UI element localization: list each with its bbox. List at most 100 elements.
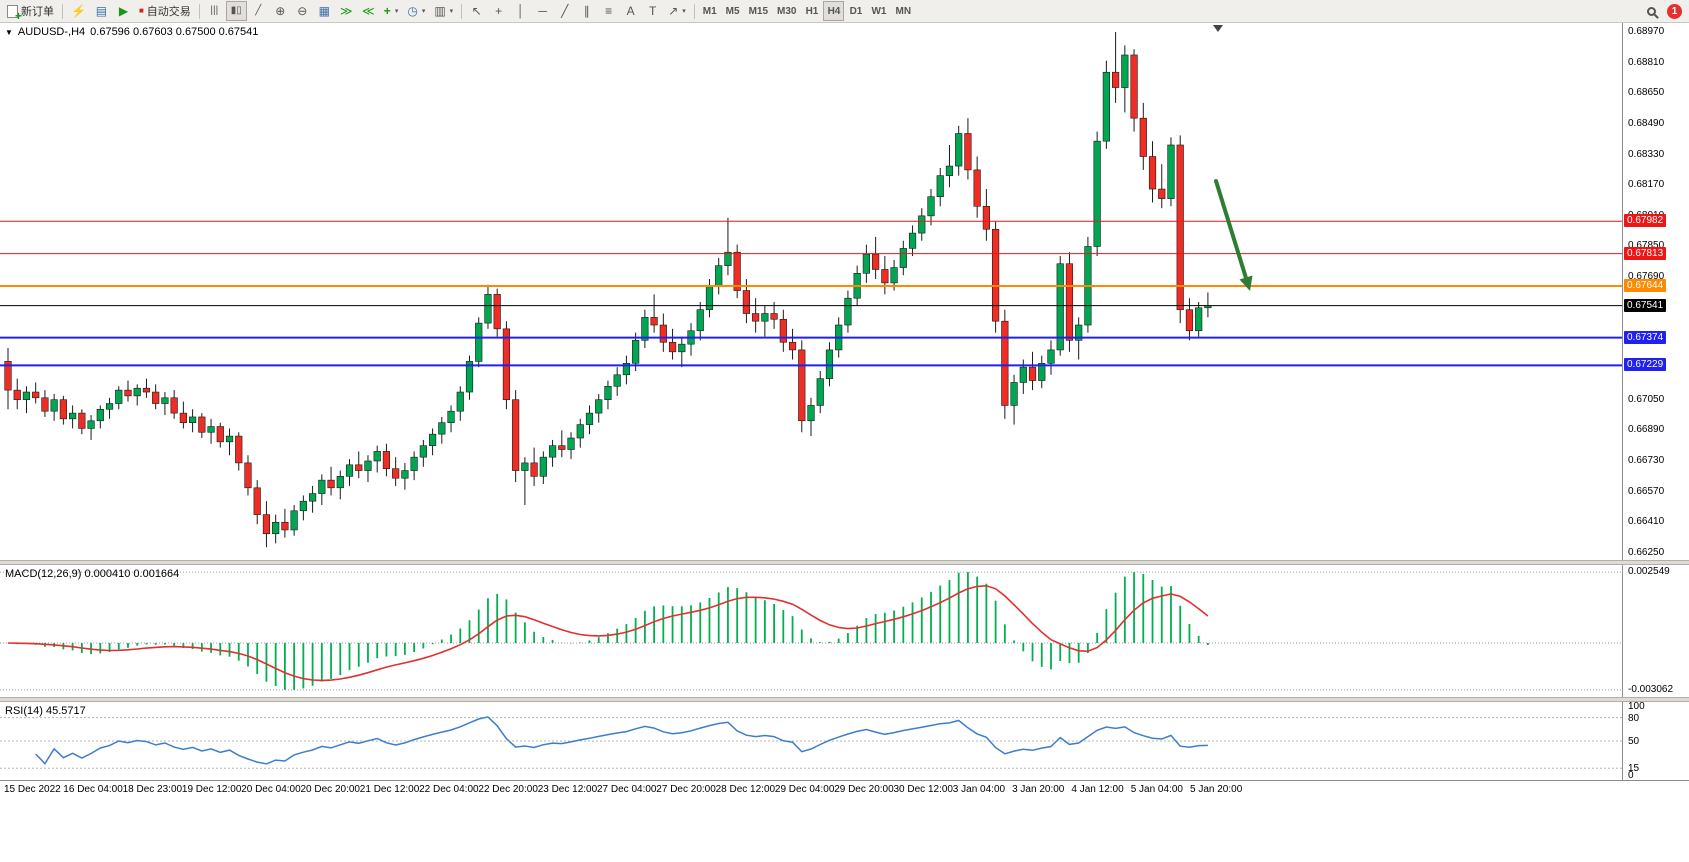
timeframe-m30-button[interactable]: M30 — [773, 1, 800, 21]
zoom-out-button[interactable]: ⊖ — [292, 1, 313, 21]
channel-icon: ∥ — [583, 4, 590, 18]
quote-ohlc-values: 0.67596 0.67603 0.67500 0.67541 — [90, 26, 259, 38]
cursor-icon: ↖ — [471, 4, 482, 18]
text-tool-button[interactable]: A — [620, 1, 641, 21]
vertical-line-tool-button[interactable]: │ — [510, 1, 531, 21]
symbol-info: ▼ AUDUSD-,H4 0.67596 0.67603 0.67500 0.6… — [5, 26, 258, 38]
timeframe-d1-button[interactable]: D1 — [845, 1, 866, 21]
new-order-icon — [7, 4, 22, 23]
time-label: 29 Dec 04:00 — [774, 784, 835, 795]
rsi-line — [35, 716, 1208, 765]
add-indicator-icon: + — [383, 4, 391, 18]
charts-window-button[interactable]: ▤ — [91, 1, 112, 21]
time-label: 5 Jan 04:00 — [1130, 784, 1183, 795]
macd-plot[interactable] — [0, 565, 1622, 697]
arrows-tool-icon: ↗ — [668, 4, 679, 18]
rsi-axis[interactable]: 100 80 50 15 0 — [1622, 701, 1689, 781]
chevron-down-icon: ▾ — [449, 8, 454, 15]
price-badge: 0.67813 — [1624, 246, 1667, 260]
annotation-arrow[interactable] — [1214, 179, 1253, 291]
search-button[interactable] — [1641, 1, 1662, 21]
autotrading-label: 自动交易 — [146, 6, 191, 18]
time-label: 27 Dec 20:00 — [656, 784, 716, 795]
clock-icon: ◷ — [407, 4, 418, 18]
autoscroll-button[interactable]: ≫ — [336, 1, 357, 21]
time-axis[interactable]: 15 Dec 2022 16 Dec 04:00 18 Dec 23:00 19 De… — [0, 780, 1689, 799]
timeframe-h4-button[interactable]: H4 — [823, 1, 845, 21]
time-label: 20 Dec 04:00 — [241, 784, 301, 795]
templates-button[interactable]: ▥ ▾ — [430, 1, 457, 21]
panel-splitter[interactable] — [0, 697, 1689, 702]
rsi-axis-label: 100 — [1628, 701, 1645, 712]
time-label: 23 Dec 12:00 — [537, 784, 598, 795]
template-icon: ▥ — [434, 4, 446, 18]
macd-axis[interactable]: 0.002549 -0.003062 — [1622, 565, 1689, 697]
timeframe-h1-button[interactable]: H1 — [801, 1, 822, 21]
rsi-label: RSI(14) 45.5717 — [5, 705, 86, 717]
search-icon — [1647, 6, 1656, 16]
chart-shift-marker[interactable] — [1213, 25, 1223, 32]
periods-button[interactable]: ◷ ▾ — [403, 1, 429, 21]
time-label: 3 Jan 20:00 — [1012, 784, 1065, 795]
strategy-tester-icon: ▶ — [118, 4, 129, 18]
timeframe-m1-button[interactable]: M1 — [699, 1, 721, 21]
rsi-axis-label: 15 — [1628, 763, 1640, 775]
notification-badge[interactable]: 1 — [1667, 3, 1682, 19]
price-tick-label: 0.66570 — [1628, 485, 1665, 497]
crosshair-icon: + — [495, 4, 503, 18]
symbol-dropdown-icon[interactable]: ▼ — [5, 27, 13, 37]
timeframe-m5-button[interactable]: M5 — [722, 1, 744, 21]
timeframe-m15-button[interactable]: M15 — [745, 1, 772, 21]
text-label-tool-button[interactable]: T — [642, 1, 663, 21]
autotrading-icon: ■ — [138, 6, 144, 15]
indicators-button[interactable]: + ▾ — [380, 1, 403, 21]
main-chart-plot[interactable] — [0, 23, 1622, 560]
chart-candles-button[interactable]: ▮▯ — [225, 1, 247, 21]
arrows-tool-button[interactable]: ↗ ▾ — [664, 1, 690, 21]
chart-line-button[interactable]: ╱ — [248, 1, 269, 21]
fibonacci-tool-button[interactable]: ≡ — [598, 1, 619, 21]
autotrading-button[interactable]: ■ 自动交易 — [135, 1, 195, 21]
chart-bars-button[interactable]: ||| — [204, 1, 225, 21]
rsi-plot[interactable] — [0, 702, 1622, 780]
price-tick-label: 0.66890 — [1628, 424, 1665, 436]
time-label: 16 Dec 04:00 — [63, 784, 123, 795]
time-label: 18 Dec 23:00 — [122, 784, 183, 795]
tile-windows-icon: ▦ — [318, 4, 330, 18]
chart-shift-icon: ≪ — [362, 4, 375, 18]
chart-shift-button[interactable]: ≪ — [358, 1, 379, 21]
horizontal-line-tool-button[interactable]: ─ — [532, 1, 553, 21]
candles-group — [4, 32, 1212, 548]
strategy-tester-button[interactable]: ▶ — [113, 1, 134, 21]
price-tick-label: 0.68490 — [1628, 117, 1665, 129]
main-chart-panel[interactable]: ▼ AUDUSD-,H4 0.67596 0.67603 0.67500 0.6… — [0, 23, 1689, 560]
chevron-down-icon: ▾ — [394, 8, 399, 15]
macd-label: MACD(12,26,9) 0.000410 0.001664 — [5, 568, 180, 580]
price-tick-label: 0.66250 — [1628, 546, 1665, 558]
tile-windows-button[interactable]: ▦ — [314, 1, 335, 21]
price-tick-label: 0.67690 — [1628, 271, 1665, 283]
time-label: 29 Dec 20:00 — [834, 784, 894, 795]
new-order-button[interactable]: 新订单 — [3, 1, 58, 23]
metaeditor-button[interactable]: ⚡ — [67, 1, 90, 21]
macd-axis-max-label: 0.002549 — [1628, 566, 1670, 578]
timeframe-w1-button[interactable]: W1 — [867, 1, 890, 21]
price-axis[interactable]: 0.68970 0.68810 0.68650 0.68490 0.68330 0.681… — [1622, 23, 1689, 560]
time-label: 27 Dec 04:00 — [597, 784, 657, 795]
rsi-axis-label: 80 — [1628, 712, 1640, 724]
price-badge: 0.67644 — [1624, 278, 1667, 292]
chevron-down-icon: ▾ — [682, 8, 686, 15]
timeframe-mn-button[interactable]: MN — [891, 1, 915, 21]
price-tick-label: 0.66730 — [1628, 454, 1665, 466]
trendline-tool-button[interactable]: ╱ — [554, 1, 575, 21]
channel-tool-button[interactable]: ∥ — [576, 1, 597, 21]
macd-panel[interactable]: MACD(12,26,9) 0.000410 0.001664 0.002549… — [0, 565, 1689, 697]
panel-splitter[interactable] — [0, 560, 1689, 565]
rsi-panel[interactable]: RSI(14) 45.5717 100 80 50 15 0 — [0, 701, 1689, 781]
horizontal-line-icon: ─ — [538, 4, 547, 18]
chevron-down-icon: ▾ — [421, 8, 426, 15]
cursor-tool-button[interactable]: ↖ — [466, 1, 487, 21]
price-tick-label: 0.67850 — [1628, 240, 1665, 252]
zoom-in-button[interactable]: ⊕ — [270, 1, 291, 21]
crosshair-tool-button[interactable]: + — [488, 1, 509, 21]
